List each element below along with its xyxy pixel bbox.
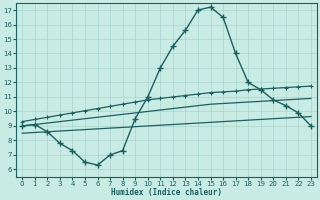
X-axis label: Humidex (Indice chaleur): Humidex (Indice chaleur) (111, 188, 222, 197)
